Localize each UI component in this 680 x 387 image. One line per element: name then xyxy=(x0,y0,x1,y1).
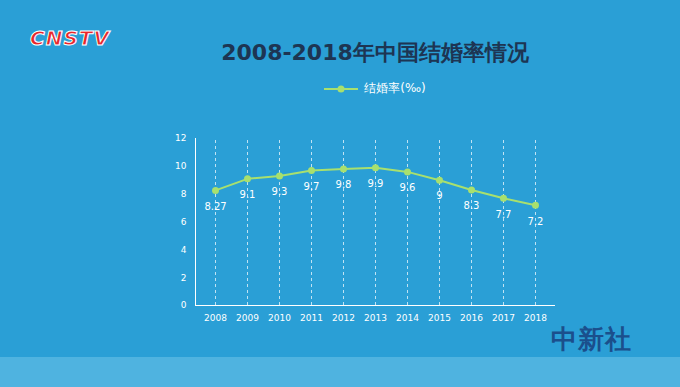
html-text:CNSTV: CNSTV xyxy=(30,26,110,50)
svg-text:2017: 2017 xyxy=(492,313,515,323)
svg-text:0: 0 xyxy=(181,300,187,310)
svg-text:9.8: 9.8 xyxy=(336,179,352,190)
svg-text:2012: 2012 xyxy=(332,313,355,323)
svg-text:12: 12 xyxy=(175,133,186,143)
svg-text:7.2: 7.2 xyxy=(528,216,544,227)
svg-text:2: 2 xyxy=(181,273,187,283)
svg-text:8: 8 xyxy=(181,189,187,199)
svg-text:7.7: 7.7 xyxy=(496,209,512,220)
svg-text:2018: 2018 xyxy=(524,313,547,323)
svg-text:9.6: 9.6 xyxy=(400,182,416,193)
svg-text:2011: 2011 xyxy=(300,313,323,323)
svg-text:9.1: 9.1 xyxy=(240,189,256,200)
svg-text:9: 9 xyxy=(436,190,442,201)
svg-text:2009: 2009 xyxy=(236,313,259,323)
svg-text:2008: 2008 xyxy=(204,313,227,323)
svg-text:2016: 2016 xyxy=(460,313,483,323)
html-text:2008-2018年中国结婚率情况: 2008-2018年中国结婚率情况 xyxy=(221,40,529,65)
svg-text:4: 4 xyxy=(181,245,187,255)
svg-text:9.3: 9.3 xyxy=(272,186,288,197)
svg-text:9.7: 9.7 xyxy=(304,181,320,192)
svg-text:8.3: 8.3 xyxy=(464,200,480,211)
svg-text:2014: 2014 xyxy=(396,313,419,323)
html-text:中新社: 中新社 xyxy=(551,324,632,354)
svg-text:9.9: 9.9 xyxy=(368,178,384,189)
svg-text:6: 6 xyxy=(181,217,187,227)
svg-text:2013: 2013 xyxy=(364,313,387,323)
svg-text:8.27: 8.27 xyxy=(204,201,226,212)
svg-text:10: 10 xyxy=(175,161,187,171)
html-text:结婚率(‰): 结婚率(‰) xyxy=(364,81,426,95)
svg-text:2015: 2015 xyxy=(428,313,451,323)
svg-text:2010: 2010 xyxy=(268,313,291,323)
